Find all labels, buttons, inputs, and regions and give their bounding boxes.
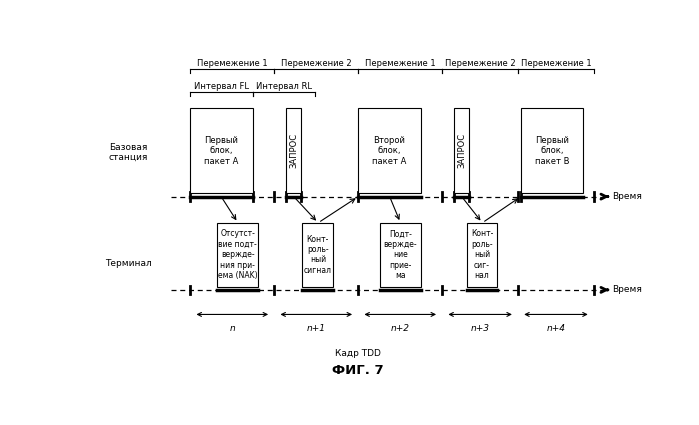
Text: Кадр TDD: Кадр TDD — [336, 349, 381, 358]
Bar — [359, 108, 421, 193]
Text: Интервал RL: Интервал RL — [256, 82, 312, 91]
Text: n+2: n+2 — [391, 323, 410, 333]
Text: n+1: n+1 — [307, 323, 326, 333]
Text: Интервал FL: Интервал FL — [194, 82, 249, 91]
Text: ЗАПРОС: ЗАПРОС — [457, 133, 466, 168]
Bar — [521, 108, 583, 193]
Bar — [190, 108, 252, 193]
Text: ЗАПРОС: ЗАПРОС — [289, 133, 298, 168]
Text: Первый
блок,
пакет В: Первый блок, пакет В — [535, 136, 569, 166]
Text: Перемежение 1: Перемежение 1 — [197, 59, 268, 68]
Bar — [380, 223, 421, 286]
Text: Конт-
роль-
ный
сиг-
нал: Конт- роль- ный сиг- нал — [471, 230, 493, 280]
Text: Перемежение 1: Перемежение 1 — [521, 59, 591, 68]
Bar — [217, 223, 258, 286]
Bar — [467, 223, 498, 286]
Text: Первый
блок,
пакет А: Первый блок, пакет А — [204, 136, 238, 166]
Text: Базовая
станция: Базовая станция — [108, 143, 147, 162]
Text: n+3: n+3 — [470, 323, 489, 333]
Text: n: n — [229, 323, 235, 333]
Text: Время: Время — [612, 192, 642, 201]
Text: n+4: n+4 — [547, 323, 565, 333]
Text: ФИГ. 7: ФИГ. 7 — [333, 363, 384, 377]
Text: Перемежение 2: Перемежение 2 — [281, 59, 352, 68]
Bar — [286, 108, 301, 193]
Text: Второй
блок,
пакет А: Второй блок, пакет А — [372, 136, 407, 166]
Text: Перемежение 1: Перемежение 1 — [365, 59, 435, 68]
Text: Время: Время — [612, 286, 642, 295]
Text: Перемежение 2: Перемежение 2 — [445, 59, 515, 68]
Text: Отсутст-
вие подт-
вержде-
ния при-
ема (NAK): Отсутст- вие подт- вержде- ния при- ема … — [218, 230, 257, 280]
Bar — [454, 108, 469, 193]
Text: Терминал: Терминал — [105, 259, 152, 268]
Bar — [303, 223, 333, 286]
Text: Подт-
вержде-
ние
прие-
ма: Подт- вержде- ние прие- ма — [384, 230, 417, 280]
Text: Конт-
роль-
ный
сигнал: Конт- роль- ный сигнал — [304, 235, 332, 275]
